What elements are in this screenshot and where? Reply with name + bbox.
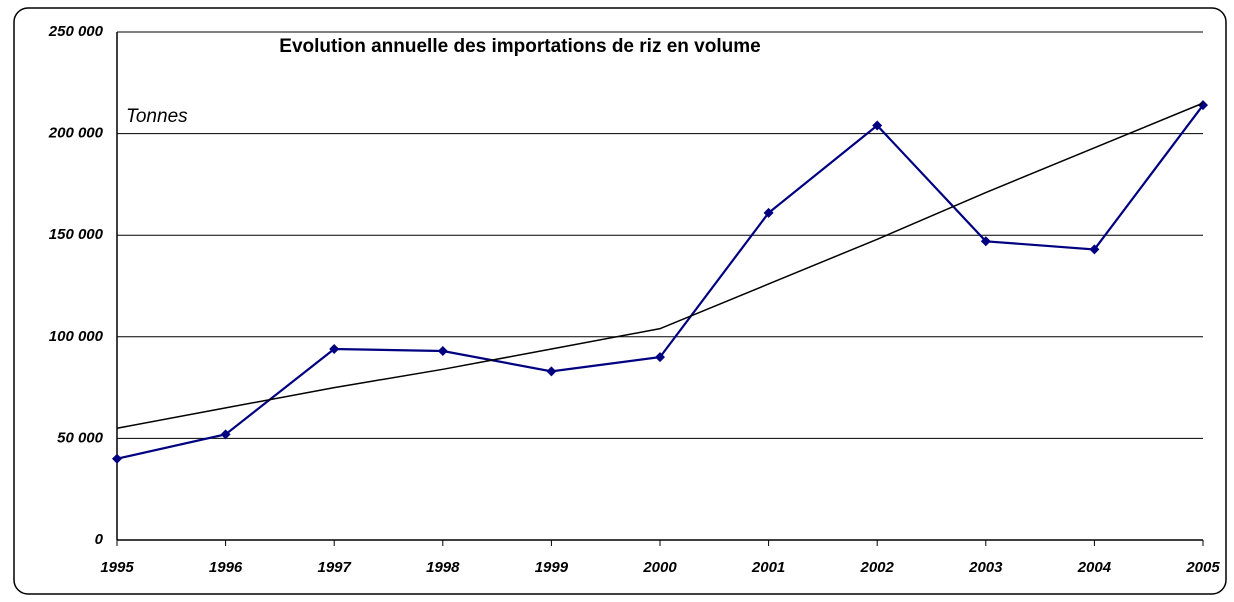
marker [872, 120, 883, 131]
marker [112, 453, 122, 464]
marker [1198, 100, 1208, 111]
y-tick-label: 0 [95, 531, 104, 548]
marker [1089, 244, 1100, 255]
y-tick-label: 250 000 [48, 23, 104, 40]
marker [546, 366, 557, 377]
marker [437, 346, 448, 357]
trend-line [116, 102, 1204, 429]
marker [220, 429, 231, 440]
marker [980, 236, 991, 247]
marker [329, 343, 340, 354]
y-unit-label: Tonnes [126, 106, 188, 127]
x-tick-label: 1998 [426, 559, 460, 576]
x-tick-label: 2004 [1077, 559, 1112, 576]
chart-title: Evolution annuelle des importations de r… [279, 36, 760, 57]
y-tick-label: 150 000 [49, 226, 104, 243]
x-tick-label: 1996 [209, 559, 243, 576]
y-tick-label: 200 000 [48, 125, 104, 142]
x-tick-label: 2000 [642, 559, 677, 576]
chart-frame [13, 7, 1227, 595]
x-tick-label: 1995 [100, 559, 134, 576]
marker [655, 352, 665, 363]
x-tick-label: 2002 [860, 559, 895, 576]
x-tick-label: 2001 [751, 559, 785, 576]
y-tick-label: 50 000 [57, 429, 104, 446]
marker [763, 207, 774, 218]
x-tick-label: 1999 [535, 559, 569, 576]
x-tick-label: 2003 [968, 559, 1003, 576]
y-tick-label: 100 000 [49, 328, 104, 345]
x-tick-label: 2005 [1185, 559, 1220, 576]
x-tick-label: 1997 [318, 559, 352, 576]
